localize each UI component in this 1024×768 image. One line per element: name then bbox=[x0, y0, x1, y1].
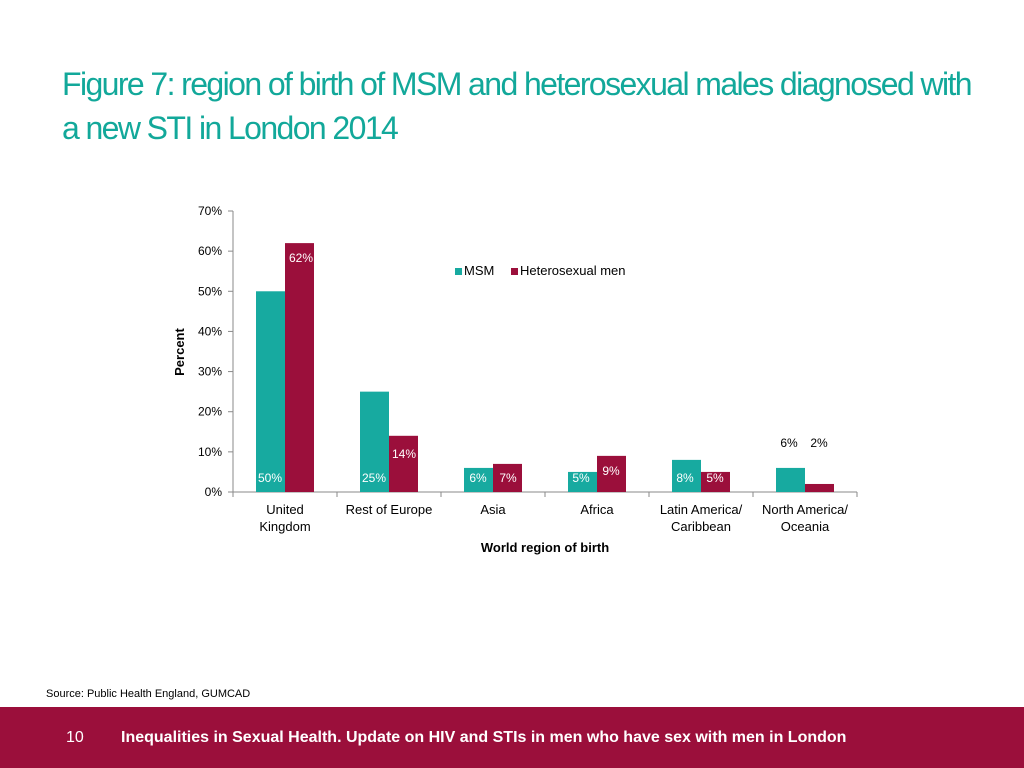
data-label-msm: 25% bbox=[362, 471, 386, 485]
y-tick-label: 30% bbox=[198, 365, 222, 379]
data-label-msm: 6% bbox=[469, 471, 487, 485]
x-category-label: Caribbean bbox=[671, 519, 731, 534]
x-category-label: Kingdom bbox=[259, 519, 310, 534]
data-label-heterosexual: 5% bbox=[706, 471, 724, 485]
x-category-label: Africa bbox=[580, 502, 614, 517]
y-tick-label: 60% bbox=[198, 244, 222, 258]
bar-msm bbox=[568, 471, 597, 492]
x-axis-title: World region of birth bbox=[481, 540, 609, 555]
y-tick-label: 0% bbox=[205, 485, 223, 499]
slide-title: Figure 7: region of birth of MSM and het… bbox=[62, 66, 973, 146]
bar-msm bbox=[464, 467, 493, 492]
bar-msm bbox=[256, 291, 285, 492]
data-label-heterosexual: 9% bbox=[602, 464, 620, 478]
y-axis-title: Percent bbox=[172, 327, 187, 375]
legend-swatch-heterosexual bbox=[511, 268, 518, 275]
y-tick-label: 40% bbox=[198, 324, 222, 338]
footer-bar: 10 Inequalities in Sexual Health. Update… bbox=[0, 707, 1024, 768]
y-tick-label: 70% bbox=[198, 204, 222, 218]
x-category-label: Asia bbox=[480, 502, 506, 517]
legend-label-msm: MSM bbox=[464, 263, 494, 278]
bar-msm bbox=[776, 467, 805, 492]
source-note: Source: Public Health England, GUMCAD bbox=[46, 688, 251, 700]
bar-msm bbox=[360, 391, 389, 492]
bar-heterosexual bbox=[805, 483, 834, 492]
y-tick-label: 50% bbox=[198, 284, 222, 298]
data-label-heterosexual: 62% bbox=[289, 251, 313, 265]
y-tick-label: 10% bbox=[198, 445, 222, 459]
bar-heterosexual bbox=[389, 435, 418, 492]
bar-heterosexual bbox=[597, 455, 626, 492]
bar-msm bbox=[672, 459, 701, 492]
x-category-label: North America/ bbox=[762, 502, 848, 517]
page-number: 10 bbox=[66, 729, 84, 746]
bar-heterosexual bbox=[285, 243, 314, 492]
bar-heterosexual bbox=[493, 463, 522, 492]
y-tick-label: 20% bbox=[198, 405, 222, 419]
footer-text: Inequalities in Sexual Health. Update on… bbox=[121, 729, 847, 746]
data-label-heterosexual: 7% bbox=[499, 471, 517, 485]
x-category-label: Latin America/ bbox=[660, 502, 743, 517]
x-category-label: Rest of Europe bbox=[346, 502, 433, 517]
data-label-heterosexual: 2% bbox=[810, 436, 828, 450]
legend-label-heterosexual: Heterosexual men bbox=[520, 263, 626, 278]
data-label-msm: 50% bbox=[258, 471, 282, 485]
data-label-msm: 5% bbox=[572, 471, 590, 485]
data-label-msm: 6% bbox=[780, 436, 798, 450]
x-category-label: Oceania bbox=[781, 519, 830, 534]
data-label-heterosexual: 14% bbox=[392, 447, 416, 461]
bar-heterosexual bbox=[701, 471, 730, 492]
data-label-msm: 8% bbox=[676, 471, 694, 485]
x-category-label: United bbox=[266, 502, 304, 517]
legend-swatch-msm bbox=[455, 268, 462, 275]
